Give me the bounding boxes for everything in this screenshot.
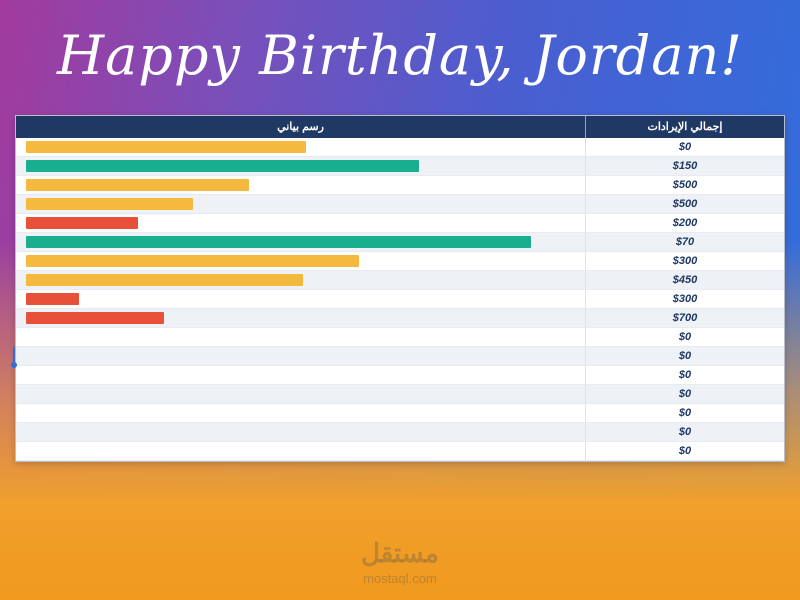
chart-cell[interactable]: [16, 347, 585, 365]
chart-cell[interactable]: [16, 214, 585, 232]
revenue-cell[interactable]: $200: [585, 214, 784, 232]
watermark-arabic: مستقل: [361, 538, 439, 568]
revenue-cell[interactable]: $0: [585, 366, 784, 384]
chart-cell[interactable]: [16, 233, 585, 251]
watermark: مستقل mostaql.com: [0, 538, 800, 586]
chart-cell[interactable]: [16, 328, 585, 346]
revenue-cell[interactable]: $0: [585, 442, 784, 460]
table-row[interactable]: $0: [16, 442, 784, 461]
revenue-cell[interactable]: $70: [585, 233, 784, 251]
table-row[interactable]: $500: [16, 195, 784, 214]
revenue-cell[interactable]: $0: [585, 404, 784, 422]
table-row[interactable]: $0: [16, 138, 784, 157]
bar: [26, 179, 249, 191]
revenue-cell[interactable]: $0: [585, 385, 784, 403]
revenue-cell[interactable]: $700: [585, 309, 784, 327]
chart-cell[interactable]: [16, 442, 585, 460]
bar: [26, 255, 359, 267]
spreadsheet-table: رسم بياني إجمالي الإيرادات $0 $150 $500 …: [15, 115, 785, 462]
chart-cell[interactable]: [16, 176, 585, 194]
revenue-cell[interactable]: $0: [585, 423, 784, 441]
revenue-cell[interactable]: $0: [585, 138, 784, 156]
bar: [26, 141, 306, 153]
chart-cell[interactable]: [16, 309, 585, 327]
chart-cell[interactable]: [16, 157, 585, 175]
chart-cell[interactable]: [16, 404, 585, 422]
chart-cell[interactable]: [16, 195, 585, 213]
bar: [26, 217, 138, 229]
table-row[interactable]: $0: [16, 385, 784, 404]
chart-cell[interactable]: [16, 385, 585, 403]
revenue-cell[interactable]: $300: [585, 252, 784, 270]
bar: [26, 160, 419, 172]
column-header-revenue[interactable]: إجمالي الإيرادات: [585, 116, 784, 138]
revenue-cell[interactable]: $500: [585, 195, 784, 213]
chart-cell[interactable]: [16, 252, 585, 270]
table-row[interactable]: $200: [16, 214, 784, 233]
bar: [26, 274, 303, 286]
revenue-cell[interactable]: $300: [585, 290, 784, 308]
cursor-dot: [11, 362, 17, 368]
revenue-cell[interactable]: $450: [585, 271, 784, 289]
table-row[interactable]: $300: [16, 290, 784, 309]
table-row[interactable]: $500: [16, 176, 784, 195]
table-row[interactable]: $0: [16, 347, 784, 366]
table-row[interactable]: $0: [16, 423, 784, 442]
chart-cell[interactable]: [16, 138, 585, 156]
revenue-cell[interactable]: $150: [585, 157, 784, 175]
table-row[interactable]: $700: [16, 309, 784, 328]
table-rows: $0 $150 $500 $500 $200 $70 $300: [16, 138, 784, 461]
table-header-row: رسم بياني إجمالي الإيرادات: [16, 116, 784, 138]
chart-cell[interactable]: [16, 290, 585, 308]
chart-cell[interactable]: [16, 423, 585, 441]
bar: [26, 236, 531, 248]
page-title: Happy Birthday, Jordan!: [57, 24, 743, 87]
revenue-cell[interactable]: $0: [585, 328, 784, 346]
bar: [26, 293, 79, 305]
chart-cell[interactable]: [16, 366, 585, 384]
table-row[interactable]: $0: [16, 366, 784, 385]
table-row[interactable]: $0: [16, 404, 784, 423]
table-row[interactable]: $70: [16, 233, 784, 252]
table-row[interactable]: $300: [16, 252, 784, 271]
revenue-cell[interactable]: $0: [585, 347, 784, 365]
table-row[interactable]: $450: [16, 271, 784, 290]
table-row[interactable]: $150: [16, 157, 784, 176]
watermark-domain: mostaql.com: [363, 571, 437, 586]
bar: [26, 312, 164, 324]
chart-cell[interactable]: [16, 271, 585, 289]
table-row[interactable]: $0: [16, 328, 784, 347]
selection-cursor-marker: [11, 347, 17, 368]
revenue-cell[interactable]: $500: [585, 176, 784, 194]
bar: [26, 198, 193, 210]
column-header-chart[interactable]: رسم بياني: [277, 121, 324, 133]
